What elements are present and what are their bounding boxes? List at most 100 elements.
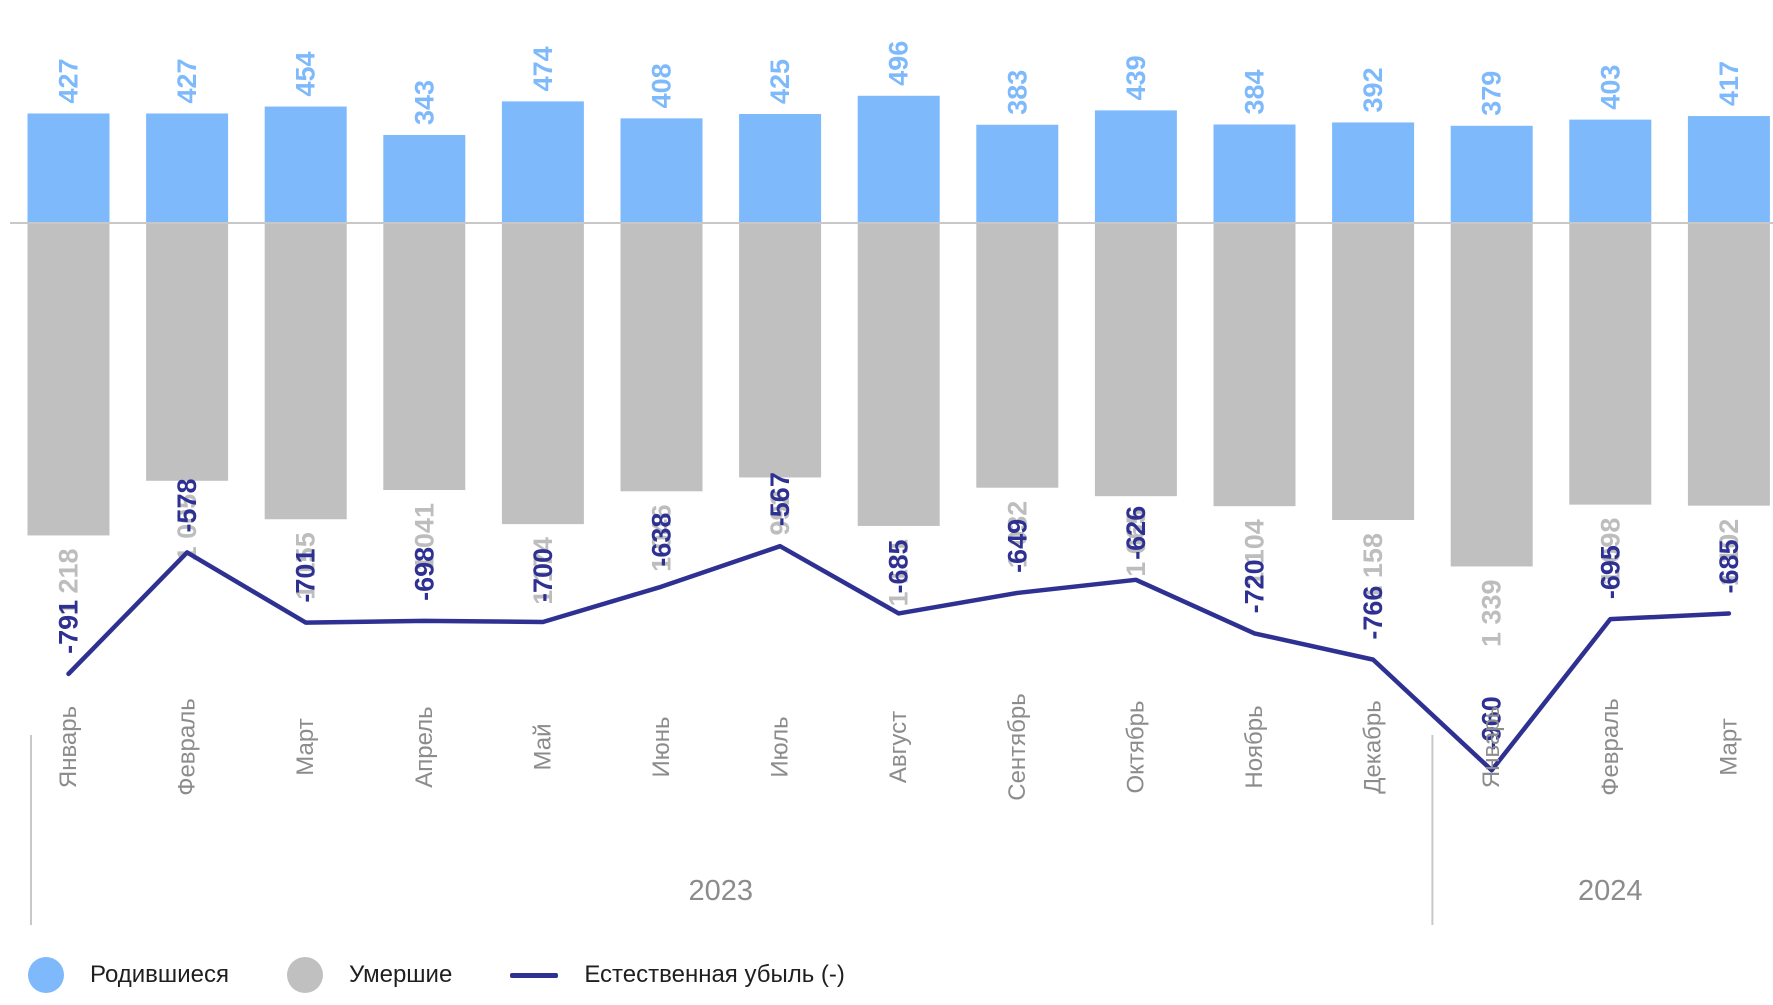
data-label-decline: -685 bbox=[1714, 539, 1744, 593]
x-tick-label: Октябрь bbox=[1122, 700, 1149, 793]
bar-deaths bbox=[264, 223, 347, 520]
data-label-deaths: 1 339 bbox=[1477, 579, 1507, 647]
data-label-decline: -685 bbox=[884, 539, 914, 593]
data-label-decline: -578 bbox=[172, 478, 202, 532]
legend-item-births: Родившиеся bbox=[28, 957, 229, 993]
legend-label-births: Родившиеся bbox=[90, 961, 229, 988]
data-label-births: 392 bbox=[1358, 67, 1388, 112]
bar-births bbox=[27, 113, 110, 223]
data-label-births: 417 bbox=[1714, 61, 1744, 106]
legend-item-decline: Естественная убыль (-) bbox=[510, 961, 845, 989]
bar-births bbox=[1332, 122, 1415, 223]
bar-births bbox=[1094, 110, 1177, 223]
group-label: 2023 bbox=[689, 875, 754, 907]
x-tick-label: Январь bbox=[55, 706, 82, 788]
data-label-decline: -766 bbox=[1358, 586, 1388, 640]
x-tick-label: Январь bbox=[1478, 706, 1505, 788]
bar-deaths bbox=[857, 223, 940, 526]
data-label-deaths: 1 174 bbox=[528, 537, 558, 605]
legend-label-deaths: Умершие bbox=[348, 961, 453, 988]
data-label-births: 379 bbox=[1477, 71, 1507, 116]
x-tick-label: Сентябрь bbox=[1004, 693, 1031, 801]
bar-deaths bbox=[146, 223, 229, 481]
data-label-decline: -791 bbox=[54, 600, 84, 654]
data-label-deaths: 1 046 bbox=[647, 504, 677, 572]
x-tick-label: Май bbox=[529, 723, 556, 770]
data-label-deaths: 1 104 bbox=[1240, 519, 1270, 587]
x-tick-label: Апрель bbox=[411, 706, 438, 787]
data-label-births: 383 bbox=[1002, 70, 1032, 115]
data-label-deaths: 1 005 bbox=[172, 494, 202, 562]
data-label-births: 408 bbox=[647, 63, 677, 108]
bar-deaths bbox=[1569, 223, 1652, 505]
data-label-deaths: 1 218 bbox=[54, 548, 84, 616]
data-label-deaths: 1 158 bbox=[1358, 533, 1388, 601]
data-label-decline: -960 bbox=[1477, 696, 1507, 750]
data-label-decline: -698 bbox=[409, 547, 439, 601]
bar-births bbox=[739, 113, 822, 223]
legend: Родившиеся Умершие Естественная убыль (-… bbox=[28, 955, 903, 995]
data-label-deaths: 1 032 bbox=[1002, 501, 1032, 569]
legend-swatch-decline bbox=[510, 972, 559, 978]
bar-deaths bbox=[1450, 223, 1533, 567]
bar-births bbox=[1569, 119, 1652, 223]
data-label-births: 427 bbox=[172, 58, 202, 103]
data-label-births: 425 bbox=[765, 59, 795, 104]
x-tick-label: Июнь bbox=[648, 716, 675, 777]
legend-item-deaths: Умершие bbox=[286, 957, 453, 993]
bar-deaths bbox=[1213, 223, 1296, 507]
data-label-deaths: 1 098 bbox=[1595, 518, 1625, 586]
data-label-decline: -701 bbox=[291, 549, 321, 603]
data-label-decline: -626 bbox=[1121, 506, 1151, 560]
bar-deaths bbox=[501, 223, 584, 525]
data-label-births: 496 bbox=[884, 41, 914, 86]
data-label-decline: -638 bbox=[647, 513, 677, 567]
bar-births bbox=[976, 124, 1059, 223]
bar-deaths bbox=[27, 223, 110, 536]
bar-births bbox=[264, 106, 347, 223]
bar-deaths bbox=[1687, 223, 1770, 506]
bar-deaths bbox=[1332, 223, 1415, 521]
x-tick-label: Февраль bbox=[174, 698, 201, 796]
bar-births bbox=[383, 135, 466, 223]
bar-deaths bbox=[383, 223, 466, 491]
x-tick-label: Ноябрь bbox=[1241, 705, 1268, 788]
group-label: 2024 bbox=[1578, 875, 1643, 907]
data-label-births: 403 bbox=[1595, 65, 1625, 110]
data-label-births: 343 bbox=[409, 80, 439, 125]
data-label-deaths: 1 102 bbox=[1714, 519, 1744, 587]
data-label-births: 439 bbox=[1121, 55, 1151, 100]
bar-deaths bbox=[1094, 223, 1177, 497]
line-decline bbox=[66, 543, 1732, 773]
chart: 427 427 454 343 474 408 425 496 383 439 384 392 379 4… bbox=[10, 41, 1773, 925]
data-label-births: 454 bbox=[291, 51, 321, 96]
data-label-deaths: 1 041 bbox=[409, 503, 439, 571]
data-label-deaths: 992 bbox=[765, 490, 795, 535]
bar-births bbox=[1687, 116, 1770, 223]
data-label-decline: -649 bbox=[1002, 519, 1032, 573]
data-label-deaths: 1 181 bbox=[884, 539, 914, 607]
x-tick-label: Март bbox=[292, 718, 319, 775]
data-label-deaths: 1 155 bbox=[291, 532, 321, 600]
bar-births bbox=[620, 118, 703, 223]
bar-deaths bbox=[976, 223, 1059, 488]
x-tick-label: Июль bbox=[767, 716, 794, 777]
bar-births bbox=[1450, 125, 1533, 223]
bar-births bbox=[501, 101, 584, 223]
x-tick-label: Март bbox=[1715, 718, 1742, 775]
data-label-decline: -700 bbox=[528, 548, 558, 602]
bar-births bbox=[1213, 124, 1296, 223]
bar-deaths bbox=[620, 223, 703, 492]
data-label-deaths: 1 065 bbox=[1121, 509, 1151, 577]
data-label-decline: -695 bbox=[1595, 545, 1625, 599]
legend-swatch-births bbox=[28, 957, 64, 993]
x-tick-label: Декабрь bbox=[1360, 700, 1387, 794]
data-label-births: 474 bbox=[528, 46, 558, 91]
bar-births bbox=[146, 113, 229, 223]
x-tick-label: Август bbox=[885, 711, 912, 783]
bar-births bbox=[857, 95, 940, 223]
data-label-decline: -720 bbox=[1240, 559, 1270, 613]
legend-swatch-deaths bbox=[286, 957, 323, 993]
legend-label-decline: Естественная убыль (-) bbox=[584, 961, 845, 988]
bar-deaths bbox=[739, 223, 822, 478]
